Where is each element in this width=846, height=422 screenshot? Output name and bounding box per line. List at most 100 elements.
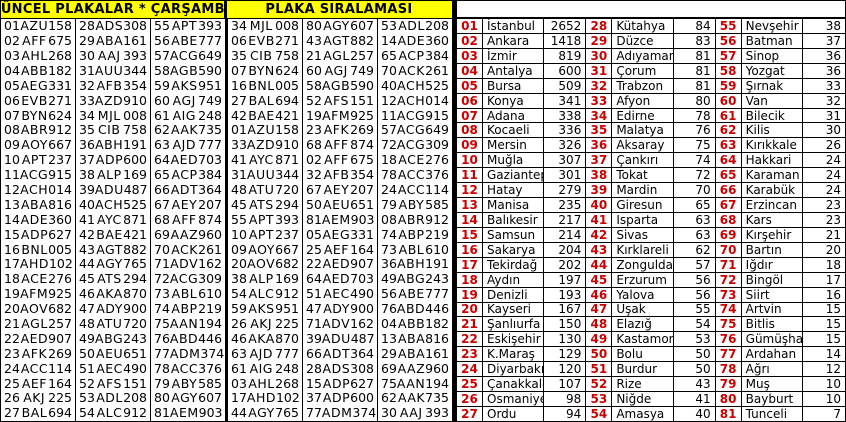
plate-number: 309 xyxy=(425,137,450,153)
plate-letters: BAE xyxy=(248,107,275,123)
province-name: Ardahan xyxy=(742,347,803,362)
table-row: 75 Bitlis 15 xyxy=(715,317,845,333)
plate-entry: 79 ABY 585 xyxy=(378,198,452,213)
plate-letters: ABA xyxy=(20,196,49,212)
plate-entry: 34 MJL 008 xyxy=(228,19,302,34)
table-row: 18 Aydın 197 xyxy=(457,272,587,288)
plate-letters: AED xyxy=(20,330,49,346)
province-rank-number: 28 xyxy=(586,19,613,33)
plate-entry: 71 ADV 162 xyxy=(151,257,225,272)
plate-number: 951 xyxy=(275,301,299,317)
plate-number: 960 xyxy=(198,226,222,242)
plate-entry: 44 AGY 765 xyxy=(76,257,150,272)
plate-city-code: 31 xyxy=(79,62,95,78)
plate-letters: ACE xyxy=(21,271,48,287)
province-count: 84 xyxy=(674,19,716,33)
plate-entry: 67 AEY 207 xyxy=(303,183,377,198)
plate-letters: ADT xyxy=(322,345,351,361)
province-rank-number: 41 xyxy=(586,213,613,227)
province-name: Kırıkkale xyxy=(742,138,803,153)
plate-letters: ACH xyxy=(397,92,426,108)
plate-number: 874 xyxy=(198,211,222,227)
plate-city-code: 42 xyxy=(79,226,95,242)
plate-city-code: 03 xyxy=(4,47,20,63)
plate-entry: 42 BAE 421 xyxy=(76,227,150,242)
plate-entry: 74 ABP 219 xyxy=(378,227,452,242)
plate-entry: 52 AFS 151 xyxy=(303,93,377,108)
plate-city-code: 18 xyxy=(381,152,397,168)
plate-number: 102 xyxy=(275,390,300,406)
plate-entry: 47 ADY 900 xyxy=(303,302,377,317)
plate-entry: 76 ABD 446 xyxy=(151,332,225,347)
plate-entry: 42 BAE 421 xyxy=(228,108,302,123)
province-name: Bursa xyxy=(483,78,545,93)
plate-letters: ACP xyxy=(171,167,198,183)
province-rank-number: 52 xyxy=(586,377,613,391)
province-count: 217 xyxy=(544,213,587,227)
right-table-header-row xyxy=(455,0,846,19)
province-name: Tekirdağ xyxy=(483,257,545,272)
plate-city-code: 29 xyxy=(381,345,397,361)
province-rank-number: 15 xyxy=(457,228,483,242)
plate-letters: EVB xyxy=(21,92,48,108)
plate-column-5: 80 AGY 607 43 AGT 882 21 AGL 257 60 AGJ 749 58 AGB 590… xyxy=(303,19,378,421)
province-rank-number: 34 xyxy=(586,109,613,123)
province-name: Isparta xyxy=(612,212,674,227)
plate-entry: 70 ACK 261 xyxy=(378,64,452,79)
plate-number: 585 xyxy=(198,375,222,391)
plate-letters: ABG xyxy=(95,330,124,346)
plate-letters: AAZ xyxy=(397,360,426,376)
plate-city-code: 60 xyxy=(306,62,322,78)
plate-letters: AUU xyxy=(246,167,276,183)
plate-entry: 37 ADP 600 xyxy=(76,153,150,168)
table-row: 23 K.Maraş 129 xyxy=(457,347,587,363)
plate-entry: 12 ACH 014 xyxy=(1,183,75,198)
province-count: 15 xyxy=(825,317,841,332)
plate-letters: AAJ xyxy=(97,47,121,63)
province-name: Niğde xyxy=(612,392,674,406)
plate-city-code: 01 xyxy=(231,122,247,138)
plate-letters: AGT xyxy=(323,33,350,49)
plate-letters: ADS xyxy=(322,360,351,376)
plate-number: 182 xyxy=(425,316,449,331)
table-row: 66 Karabük 24 xyxy=(715,183,845,199)
plate-number: 624 xyxy=(48,107,72,123)
plate-entry: 41 AYC 871 xyxy=(76,213,150,228)
plate-entry: 02 AFF 675 xyxy=(303,153,377,168)
plate-city-code: 14 xyxy=(381,33,397,49)
province-rank-number: 14 xyxy=(457,213,483,227)
plate-letters: ACK xyxy=(171,241,198,257)
plate-number: 376 xyxy=(198,360,222,376)
plate-entry: 30 AAJ 393 xyxy=(76,49,150,64)
plate-entry: 72 ACG 309 xyxy=(378,138,452,153)
province-rank-number: 78 xyxy=(716,362,742,376)
plate-city-code: 19 xyxy=(4,286,20,302)
table-row: 53 Niğde 41 xyxy=(586,392,716,407)
province-name: Bayburt xyxy=(742,392,803,406)
plate-entry: 79 ABY 585 xyxy=(151,376,225,391)
plate-number: 610 xyxy=(425,241,449,257)
province-count: 81 xyxy=(674,64,716,78)
plate-number: 005 xyxy=(275,77,299,93)
province-rank-number: 72 xyxy=(716,273,742,287)
province-name: Aydın xyxy=(483,272,545,287)
plate-letters: BNL xyxy=(21,241,48,257)
province-name: Bitlis xyxy=(742,317,803,332)
plate-number: 720 xyxy=(123,316,147,331)
plate-city-code: 59 xyxy=(154,77,170,93)
province-count: 7 xyxy=(833,406,841,421)
province-rank-number: 76 xyxy=(716,332,742,346)
province-count: 36 xyxy=(825,63,841,78)
plate-city-code: 32 xyxy=(79,77,95,93)
plate-letters: ADT xyxy=(170,181,199,197)
plate-city-code: 21 xyxy=(306,47,322,63)
plate-number: 005 xyxy=(48,241,72,257)
province-rank-number: 46 xyxy=(586,288,613,302)
plate-number: 360 xyxy=(48,211,72,227)
plate-entry: 19 AFM 925 xyxy=(303,108,377,123)
plate-letters: ACG xyxy=(396,137,426,153)
plate-letters: AOY xyxy=(248,241,275,257)
plate-city-code: 51 xyxy=(306,286,322,302)
plate-letters: ACC xyxy=(397,167,426,183)
plate-letters: ABR xyxy=(20,122,49,138)
